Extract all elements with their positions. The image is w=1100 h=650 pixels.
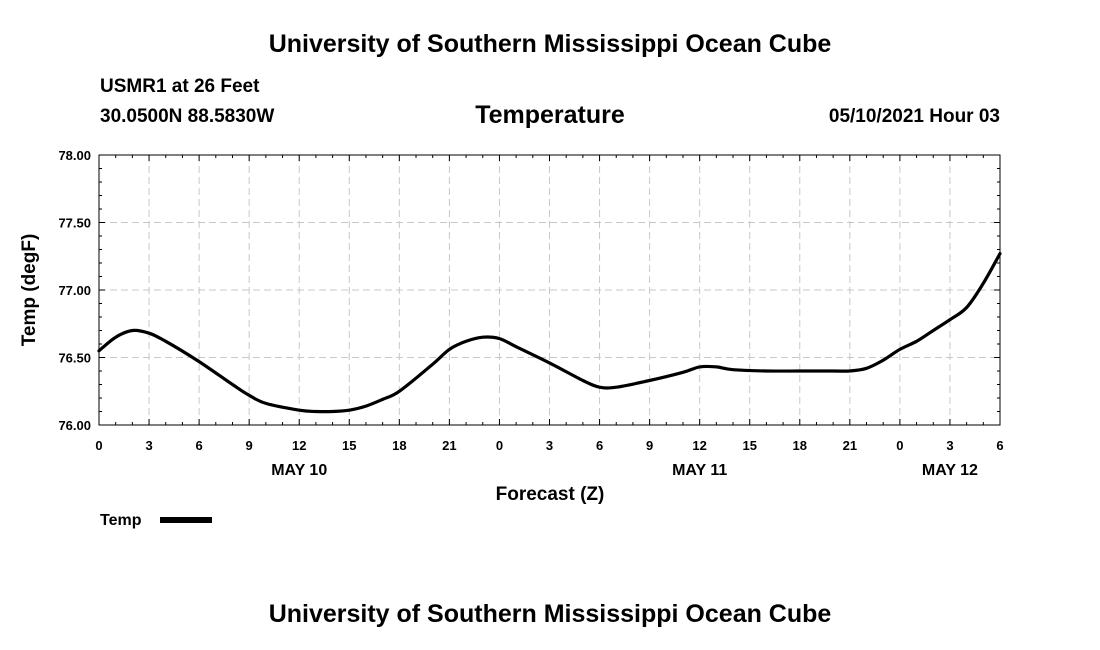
footer-title: University of Southern Mississippi Ocean… (268, 600, 832, 628)
x-tick-label: 9 (646, 438, 653, 453)
y-tick-label: 77.00 (58, 283, 91, 298)
x-tick-label: 15 (342, 438, 356, 453)
x-tick-label: 0 (496, 438, 503, 453)
x-tick-label: 3 (546, 438, 553, 453)
x-axis-label: Forecast (Z) (496, 484, 605, 505)
page-title: University of Southern Mississippi Ocean… (268, 30, 832, 58)
legend-label-temp: Temp (100, 512, 142, 529)
x-tick-label: 18 (793, 438, 807, 453)
series-layer (97, 252, 1002, 414)
x-tick-label: 3 (946, 438, 953, 453)
date-label: MAY 12 (922, 462, 978, 479)
x-tick-label: 21 (843, 438, 857, 453)
x-tick-label: 12 (692, 438, 706, 453)
x-tick-label: 0 (896, 438, 903, 453)
x-tick-label: 15 (742, 438, 756, 453)
forecast-timestamp: 05/10/2021 Hour 03 (828, 106, 1000, 127)
axis-labels: 0 3 6 9 12 15 18 21 0 3 6 9 12 15 18 21 0 3 6 76.00 76.50 77.… (58, 148, 1003, 479)
x-tick-label: 6 (996, 438, 1003, 453)
series-line-temp (97, 252, 1002, 414)
plot-frame (98, 154, 1001, 426)
y-tick-label: 76.00 (58, 418, 91, 433)
x-tick-label: 6 (596, 438, 603, 453)
x-tick-label: 6 (195, 438, 202, 453)
x-tick-label: 9 (246, 438, 253, 453)
y-axis-label: Temp (degF) (19, 234, 40, 347)
station-coordinates: 30.0500N 88.5830W (100, 106, 275, 127)
chart-title: Temperature (475, 101, 625, 129)
x-tick-label: 21 (442, 438, 456, 453)
grid (99, 155, 1000, 425)
y-tick-label: 77.50 (58, 216, 91, 231)
x-tick-label: 3 (145, 438, 152, 453)
date-label: MAY 10 (271, 462, 327, 479)
x-tick-label: 12 (292, 438, 306, 453)
x-tick-label: 18 (392, 438, 406, 453)
x-tick-label: 0 (95, 438, 102, 453)
legend: Temp (100, 512, 212, 529)
station-label: USMR1 at 26 Feet (100, 76, 260, 97)
y-tick-label: 78.00 (58, 148, 91, 163)
y-tick-label: 76.50 (58, 351, 91, 366)
date-label: MAY 11 (672, 462, 727, 479)
